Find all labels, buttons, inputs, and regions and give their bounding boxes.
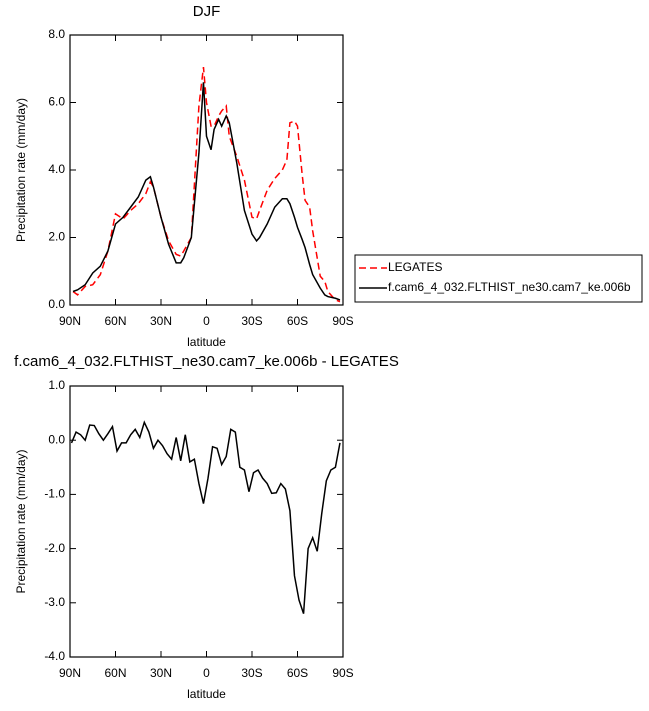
y-tick-label: 2.0 — [48, 230, 65, 244]
x-tick-label: 30S — [241, 314, 262, 328]
chart-title: DJF — [193, 3, 221, 20]
series-line — [72, 66, 341, 303]
legend-label: f.cam6_4_032.FLTHIST_ne30.cam7_ke.006b — [388, 280, 631, 294]
x-axis-label: latitude — [187, 687, 226, 701]
legend-box — [354, 254, 643, 303]
plot-frame — [69, 34, 344, 306]
y-tick-label: -1.0 — [44, 487, 65, 501]
x-tick-label: 60S — [287, 666, 308, 680]
chart-title: f.cam6_4_032.FLTHIST_ne30.cam7_ke.006b -… — [14, 353, 399, 370]
x-tick-label: 90N — [59, 666, 81, 680]
y-axis-label: Precipitation rate (mm/day) — [14, 98, 28, 242]
y-tick-label: 8.0 — [48, 27, 65, 41]
legend-label: LEGATES — [388, 260, 442, 274]
y-tick-label: 0.0 — [48, 432, 65, 446]
y-tick-label: -2.0 — [44, 541, 65, 555]
series-line — [72, 82, 341, 301]
x-tick-label: 30N — [150, 666, 172, 680]
y-tick-label: 0.0 — [48, 297, 65, 311]
plot-frame — [69, 385, 344, 658]
x-tick-label: 60N — [104, 666, 126, 680]
x-tick-label: 30N — [150, 314, 172, 328]
x-tick-label: 90S — [332, 314, 353, 328]
x-tick-label: 0 — [203, 666, 210, 680]
y-tick-label: 4.0 — [48, 162, 65, 176]
x-tick-label: 0 — [203, 314, 210, 328]
x-tick-label: 60N — [104, 314, 126, 328]
series-line — [70, 420, 341, 614]
x-tick-label: 30S — [241, 666, 262, 680]
x-tick-label: 90S — [332, 666, 353, 680]
y-tick-label: -4.0 — [44, 649, 65, 663]
x-tick-label: 60S — [287, 314, 308, 328]
x-axis-label: latitude — [187, 335, 226, 349]
y-tick-label: 1.0 — [48, 378, 65, 392]
x-tick-label: 90N — [59, 314, 81, 328]
y-tick-label: 6.0 — [48, 95, 65, 109]
y-tick-label: -3.0 — [44, 595, 65, 609]
y-axis-label: Precipitation rate (mm/day) — [14, 449, 28, 593]
